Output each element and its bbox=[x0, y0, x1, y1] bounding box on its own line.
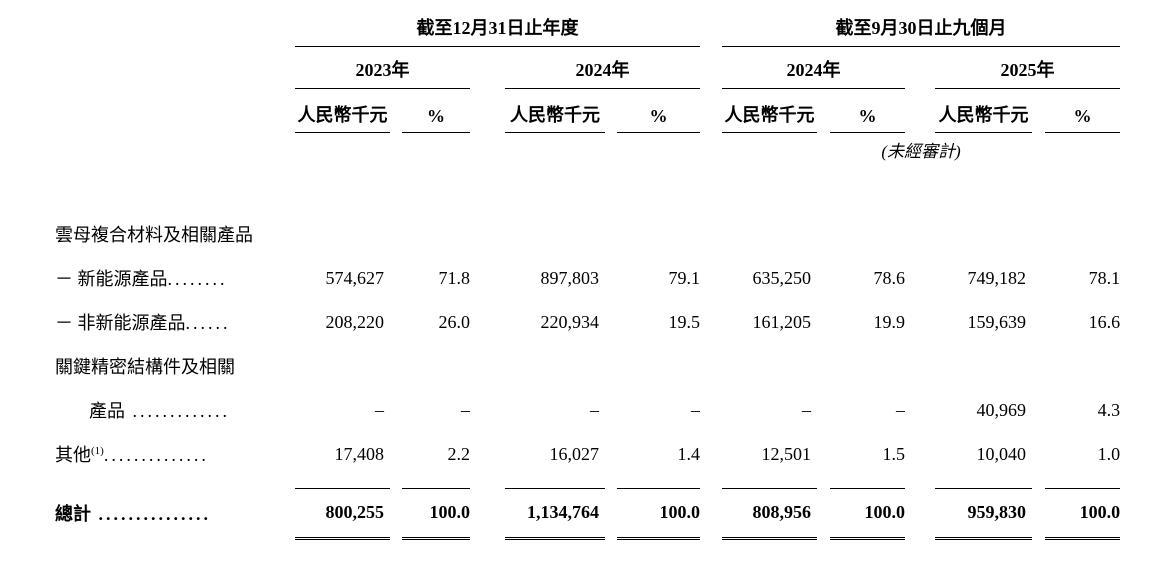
value-cell: 897,803 bbox=[540, 267, 600, 288]
nine-month-2024-header: 2024年 bbox=[722, 46, 906, 89]
percent-cell: 4.3 bbox=[1097, 399, 1121, 420]
row-label-new-energy: － 新能源產品........ bbox=[55, 269, 228, 289]
percent-cell: 1.0 bbox=[1097, 443, 1121, 464]
percent-header: % bbox=[617, 88, 701, 133]
row-label-mica-section: 雲母複合材料及相關產品 bbox=[55, 225, 253, 245]
value-cell: 40,969 bbox=[976, 399, 1027, 420]
total-value-cell: 1,134,764 bbox=[505, 487, 605, 540]
percent-header: % bbox=[830, 88, 906, 133]
value-cell: 159,639 bbox=[967, 311, 1027, 332]
rmb-thousand-header: 人民幣千元 bbox=[722, 88, 818, 133]
rmb-thousand-header: 人民幣千元 bbox=[505, 88, 605, 133]
percent-cell: 71.8 bbox=[438, 267, 471, 288]
data-row-other: 其他(1).............. 17,408 2.2 16,027 1.… bbox=[55, 432, 1120, 476]
period-group-annual-header: 截至12月31日止年度 bbox=[295, 12, 701, 47]
percent-header: % bbox=[402, 88, 470, 133]
value-cell: 574,627 bbox=[325, 267, 385, 288]
period-group-header-row: 截至12月31日止年度 截至9月30日止九個月 bbox=[55, 12, 1121, 47]
revenue-breakdown-table: 截至12月31日止年度 截至9月30日止九個月 2023年 2024年 2024… bbox=[55, 12, 1121, 540]
value-cell: 10,040 bbox=[976, 443, 1027, 464]
value-cell: 16,027 bbox=[549, 443, 600, 464]
data-row-key-products: 產品 ............. – – – – – – 40,969 4.3 bbox=[55, 388, 1120, 432]
percent-cell: 26.0 bbox=[438, 311, 471, 332]
value-cell: – bbox=[590, 399, 599, 420]
total-percent-cell: 100.0 bbox=[617, 487, 701, 540]
percent-cell: 79.1 bbox=[668, 267, 701, 288]
value-cell: 208,220 bbox=[325, 311, 385, 332]
percent-header: % bbox=[1045, 88, 1121, 133]
percent-cell: – bbox=[691, 399, 701, 420]
value-cell: 17,408 bbox=[334, 443, 385, 464]
value-cell: – bbox=[802, 399, 812, 420]
value-cell: – bbox=[375, 399, 384, 420]
data-row-new-energy: － 新能源產品........ 574,627 71.8 897,803 79.… bbox=[55, 256, 1120, 300]
value-cell: 749,182 bbox=[967, 267, 1027, 288]
value-cell: 220,934 bbox=[540, 311, 600, 332]
value-cell: 635,250 bbox=[752, 267, 812, 288]
year-2023-header: 2023年 bbox=[295, 46, 470, 89]
value-cell: 161,205 bbox=[752, 311, 812, 332]
rmb-thousand-header: 人民幣千元 bbox=[295, 88, 390, 133]
percent-cell: 1.5 bbox=[882, 443, 906, 464]
rmb-thousand-header: 人民幣千元 bbox=[935, 88, 1033, 133]
data-row-non-new-energy: － 非新能源產品...... 208,220 26.0 220,934 19.5… bbox=[55, 300, 1120, 344]
year-header-row: 2023年 2024年 2024年 2025年 bbox=[55, 46, 1121, 89]
percent-cell: 19.9 bbox=[873, 311, 906, 332]
percent-cell: – bbox=[461, 399, 470, 420]
period-group-nine-month-header: 截至9月30日止九個月 bbox=[722, 12, 1121, 47]
percent-cell: 78.6 bbox=[873, 267, 906, 288]
total-percent-cell: 100.0 bbox=[402, 487, 470, 540]
total-percent-cell: 100.0 bbox=[1045, 487, 1121, 540]
percent-cell: 78.1 bbox=[1088, 267, 1121, 288]
row-label-key-section: 關鍵精密結構件及相關 bbox=[55, 357, 235, 377]
row-label-non-new-energy: － 非新能源產品...... bbox=[55, 313, 231, 333]
total-percent-cell: 100.0 bbox=[830, 487, 906, 540]
percent-cell: 1.4 bbox=[677, 443, 701, 464]
total-value-cell: 959,830 bbox=[935, 487, 1033, 540]
value-cell: 12,501 bbox=[761, 443, 812, 464]
unaudited-note: (未經審計) bbox=[881, 141, 961, 161]
nine-month-2025-header: 2025年 bbox=[935, 46, 1121, 89]
section-row-mica: 雲母複合材料及相關產品 bbox=[55, 212, 1120, 256]
percent-cell: 2.2 bbox=[447, 443, 471, 464]
percent-cell: 16.6 bbox=[1088, 311, 1121, 332]
total-row: 總計 ............... 800,255 100.0 1,134,7… bbox=[55, 487, 1121, 540]
percent-cell: 19.5 bbox=[668, 311, 701, 332]
footnote-marker: (1) bbox=[91, 445, 104, 457]
percent-cell: – bbox=[896, 399, 906, 420]
row-label-key-products: 產品 ............. bbox=[89, 401, 230, 421]
total-value-cell: 800,255 bbox=[295, 487, 390, 540]
total-value-cell: 808,956 bbox=[722, 487, 818, 540]
unaudited-note-row: (未經審計) bbox=[55, 132, 1120, 162]
year-2024-header: 2024年 bbox=[505, 46, 701, 89]
row-label-other: 其他(1).............. bbox=[55, 445, 209, 465]
row-label-total: 總計 ............... bbox=[55, 504, 211, 524]
unit-header-row: 人民幣千元 % 人民幣千元 % 人民幣千元 % 人民幣千元 % bbox=[55, 88, 1121, 133]
section-row-key-components: 關鍵精密結構件及相關 bbox=[55, 344, 1120, 388]
